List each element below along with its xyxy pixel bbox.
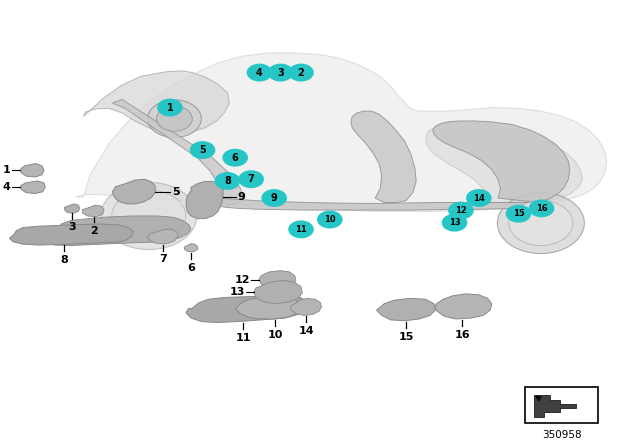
Text: 9: 9	[271, 193, 278, 203]
Circle shape	[288, 64, 314, 82]
Polygon shape	[351, 111, 416, 202]
Polygon shape	[236, 297, 300, 319]
Text: 14: 14	[473, 194, 484, 202]
Polygon shape	[21, 164, 44, 177]
Circle shape	[497, 193, 584, 254]
Polygon shape	[186, 181, 223, 219]
Polygon shape	[83, 205, 104, 217]
Polygon shape	[148, 229, 178, 244]
Text: 12: 12	[234, 275, 250, 284]
Text: 13: 13	[449, 218, 460, 227]
Polygon shape	[291, 298, 321, 315]
Circle shape	[222, 149, 248, 167]
Text: 350958: 350958	[542, 430, 582, 440]
Text: 3: 3	[277, 68, 284, 78]
Text: 13: 13	[229, 287, 244, 297]
Text: 5: 5	[199, 145, 206, 155]
Text: 11: 11	[295, 225, 307, 234]
Circle shape	[261, 189, 287, 207]
Polygon shape	[218, 198, 538, 210]
Circle shape	[238, 170, 264, 188]
Text: 12: 12	[455, 206, 467, 215]
Circle shape	[317, 211, 342, 228]
Polygon shape	[253, 280, 302, 304]
Text: 1: 1	[166, 103, 173, 112]
Polygon shape	[65, 204, 80, 213]
Circle shape	[189, 141, 215, 159]
Text: 14: 14	[298, 326, 314, 336]
Text: 2: 2	[298, 68, 305, 78]
Polygon shape	[376, 298, 435, 321]
Circle shape	[148, 100, 201, 138]
Polygon shape	[113, 179, 156, 204]
Polygon shape	[186, 296, 306, 323]
Polygon shape	[76, 53, 607, 211]
Text: 15: 15	[513, 209, 524, 218]
Text: 10: 10	[268, 330, 283, 340]
Circle shape	[288, 220, 314, 238]
Polygon shape	[51, 216, 191, 246]
Circle shape	[506, 205, 531, 223]
Text: 7: 7	[248, 174, 255, 184]
Text: 10: 10	[324, 215, 335, 224]
Text: 4: 4	[256, 68, 263, 78]
Polygon shape	[84, 71, 229, 134]
Polygon shape	[113, 99, 243, 205]
Circle shape	[157, 99, 182, 116]
Text: 11: 11	[236, 333, 252, 343]
Circle shape	[268, 64, 293, 82]
Text: 2: 2	[91, 226, 99, 236]
Circle shape	[529, 199, 554, 217]
Text: 8: 8	[61, 255, 68, 265]
Polygon shape	[534, 395, 576, 417]
Text: 4: 4	[2, 182, 10, 192]
Polygon shape	[21, 181, 45, 194]
Circle shape	[509, 201, 573, 246]
Polygon shape	[435, 294, 492, 319]
Bar	[525, 387, 598, 423]
Polygon shape	[433, 121, 570, 202]
Circle shape	[101, 182, 196, 250]
Circle shape	[214, 172, 240, 190]
Polygon shape	[259, 271, 296, 289]
Text: 3: 3	[68, 222, 76, 232]
Text: 9: 9	[237, 192, 246, 202]
Text: 1: 1	[3, 165, 10, 175]
Circle shape	[112, 190, 186, 242]
Circle shape	[448, 202, 474, 220]
Polygon shape	[184, 244, 197, 252]
Text: 16: 16	[536, 204, 547, 213]
Circle shape	[466, 189, 492, 207]
Text: 7: 7	[159, 254, 167, 264]
Text: 5: 5	[172, 187, 179, 197]
Polygon shape	[426, 123, 582, 202]
Circle shape	[442, 214, 467, 232]
Text: 6: 6	[187, 263, 195, 272]
Text: 6: 6	[232, 153, 239, 163]
Text: 8: 8	[224, 176, 231, 186]
Circle shape	[246, 64, 272, 82]
Polygon shape	[10, 224, 134, 245]
Circle shape	[157, 106, 192, 131]
Text: 16: 16	[454, 330, 470, 340]
Text: 15: 15	[398, 332, 413, 341]
